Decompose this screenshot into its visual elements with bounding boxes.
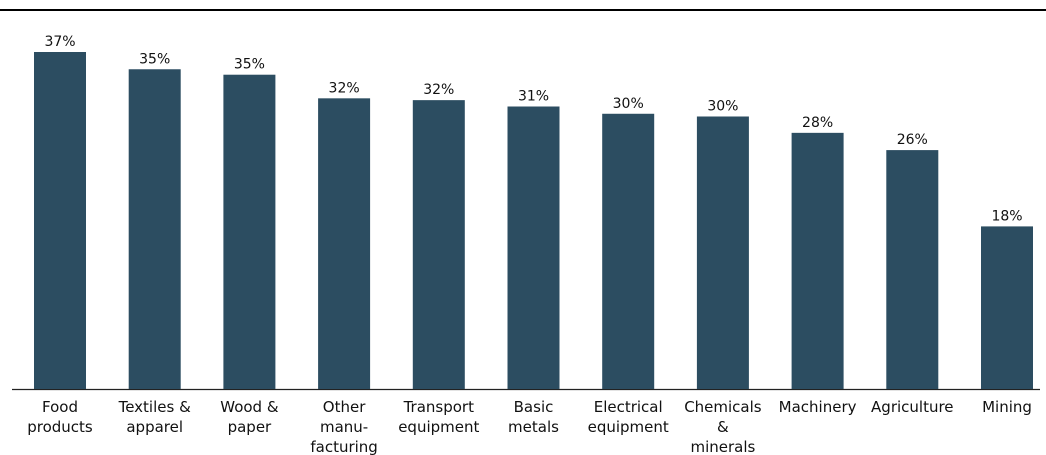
data-label: 18%: [991, 208, 1022, 224]
x-tick-label: Textiles & apparel: [118, 398, 191, 436]
bar: [886, 150, 939, 389]
data-label: 26%: [897, 132, 928, 148]
bar: [696, 116, 749, 390]
x-tick-label: Basic metals: [508, 398, 559, 436]
x-tick-label: Agriculture: [871, 398, 954, 416]
x-tick-label: Food products: [27, 398, 93, 436]
x-tick-label: Transport equipment: [398, 398, 479, 436]
bar: [223, 74, 276, 389]
bar: [318, 98, 371, 390]
x-tick-label: Other manu-facturing: [310, 398, 377, 455]
data-label: 30%: [613, 96, 644, 112]
data-label: 31%: [518, 89, 549, 105]
bar: [34, 52, 86, 389]
bar: [128, 69, 181, 389]
data-label: 35%: [139, 51, 170, 67]
bar: [412, 100, 465, 390]
top-rule: [0, 9, 1046, 11]
data-label: 32%: [329, 80, 360, 96]
x-tick-label: Chemicals & minerals: [684, 398, 762, 455]
data-label: 30%: [707, 98, 738, 114]
bar: [981, 226, 1033, 389]
x-tick-label: Mining: [982, 398, 1032, 416]
bar: [507, 106, 560, 390]
x-tick-label: Electrical equipment: [588, 398, 669, 436]
data-label: 28%: [802, 115, 833, 131]
x-tick-label: Wood & paper: [220, 398, 279, 436]
bar: [791, 132, 844, 389]
x-tick-label: Machinery: [779, 398, 857, 416]
data-label: 35%: [234, 57, 265, 73]
data-label: 37%: [44, 34, 75, 50]
data-label: 32%: [423, 82, 454, 98]
bar: [602, 113, 655, 390]
